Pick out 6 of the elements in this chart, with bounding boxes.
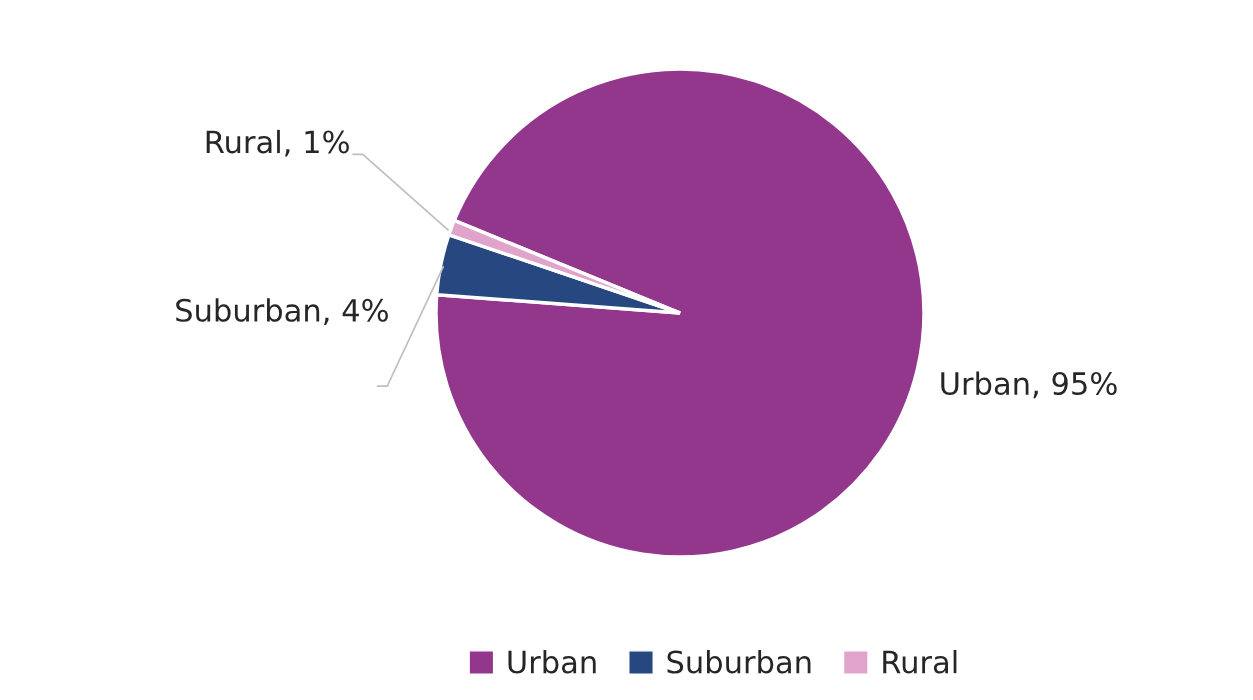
data-label: Urban, 95% xyxy=(941,371,1117,399)
legend-label: Urban xyxy=(508,649,596,674)
data-label: Rural, 1% xyxy=(206,129,349,157)
legend-label: Rural xyxy=(883,649,957,674)
data-label: Suburban, 4% xyxy=(176,298,388,325)
legend-label: Suburban xyxy=(667,649,811,674)
